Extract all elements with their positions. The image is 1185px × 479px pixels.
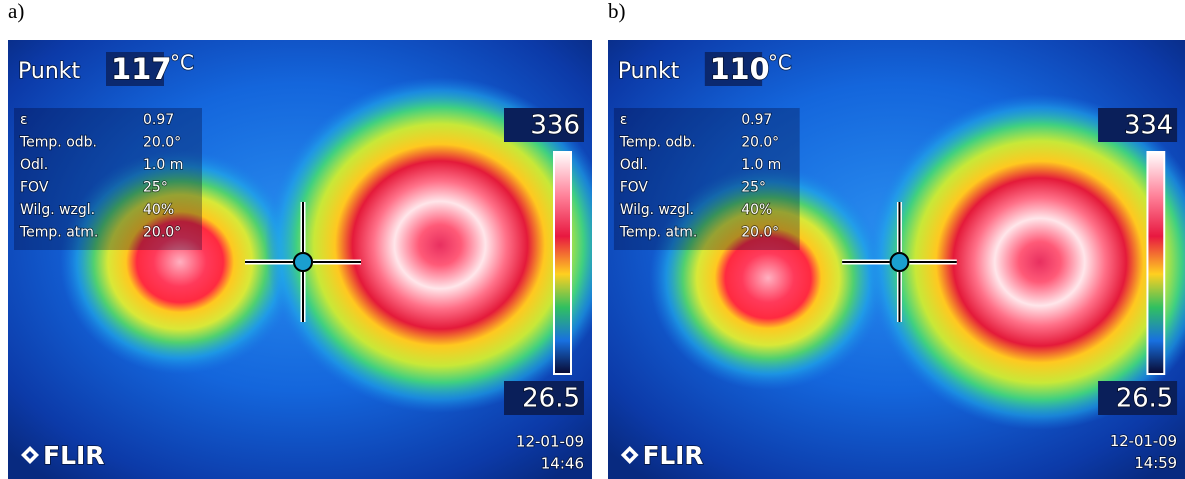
crosshair-center bbox=[891, 253, 909, 271]
scale-max: 336 bbox=[530, 111, 580, 141]
param-name: Odl. bbox=[20, 157, 48, 173]
param-name: Odl. bbox=[620, 157, 648, 173]
scale-bar bbox=[1147, 152, 1164, 374]
param-name: ε bbox=[20, 112, 28, 128]
param-value: 20.0° bbox=[741, 134, 779, 150]
param-value: 0.97 bbox=[741, 112, 772, 128]
spot-label: Punkt bbox=[18, 59, 81, 84]
param-value: 20.0° bbox=[741, 224, 779, 240]
param-value: 1.0 m bbox=[741, 157, 781, 173]
panel-label: a) bbox=[8, 0, 24, 22]
spot-value: 110 bbox=[710, 52, 770, 86]
param-value: 40% bbox=[741, 202, 772, 218]
param-name: Wilg. wzgl. bbox=[620, 202, 694, 218]
date: 12-01-09 bbox=[516, 433, 584, 451]
param-value: 0.97 bbox=[143, 112, 174, 128]
scale-min: 26.5 bbox=[1116, 383, 1173, 413]
logo: FLIR bbox=[643, 441, 704, 470]
thermal-image: Punkt 117°C ε 0.97 Temp. odb. 20.0° Odl. 1.0 m F… bbox=[8, 40, 592, 479]
param-name: Temp. atm. bbox=[19, 225, 98, 241]
param-name: ε bbox=[620, 112, 627, 128]
param-name: Temp. odb. bbox=[19, 135, 97, 151]
param-name: FOV bbox=[20, 180, 49, 196]
spot-label: Punkt bbox=[618, 59, 680, 84]
page: a)Punkt117°Cε0.97Temp. odb.20.0°Odl.1.0 … bbox=[0, 0, 1185, 479]
spot-unit: °C bbox=[768, 51, 792, 74]
logo: FLIR bbox=[43, 441, 105, 470]
scale-min: 26.5 bbox=[522, 384, 580, 414]
scale-bar bbox=[554, 152, 571, 374]
param-name: Temp. odb. bbox=[619, 134, 696, 150]
time: 14:46 bbox=[541, 455, 584, 473]
param-value: 20.0° bbox=[143, 225, 181, 241]
crosshair-center bbox=[294, 253, 312, 271]
param-value: 25° bbox=[741, 179, 766, 195]
param-value: 25° bbox=[143, 180, 168, 196]
spot-unit: °C bbox=[170, 51, 194, 75]
param-name: FOV bbox=[620, 179, 649, 195]
param-name: Wilg. wzgl. bbox=[20, 202, 95, 218]
spot-value: 117 bbox=[111, 52, 172, 86]
time: 14:59 bbox=[1134, 454, 1177, 472]
param-value: 1.0 m bbox=[143, 157, 183, 173]
thermal-image: Punkt 110°C ε 0.97 Temp. odb. 20.0° Odl. 1.0 m F… bbox=[608, 40, 1185, 479]
date: 12-01-09 bbox=[1110, 432, 1177, 450]
scale-max: 334 bbox=[1124, 110, 1173, 140]
panel-label: b) bbox=[608, 0, 626, 22]
param-value: 20.0° bbox=[143, 135, 181, 151]
param-name: Temp. atm. bbox=[619, 224, 697, 240]
param-value: 40% bbox=[143, 202, 174, 218]
